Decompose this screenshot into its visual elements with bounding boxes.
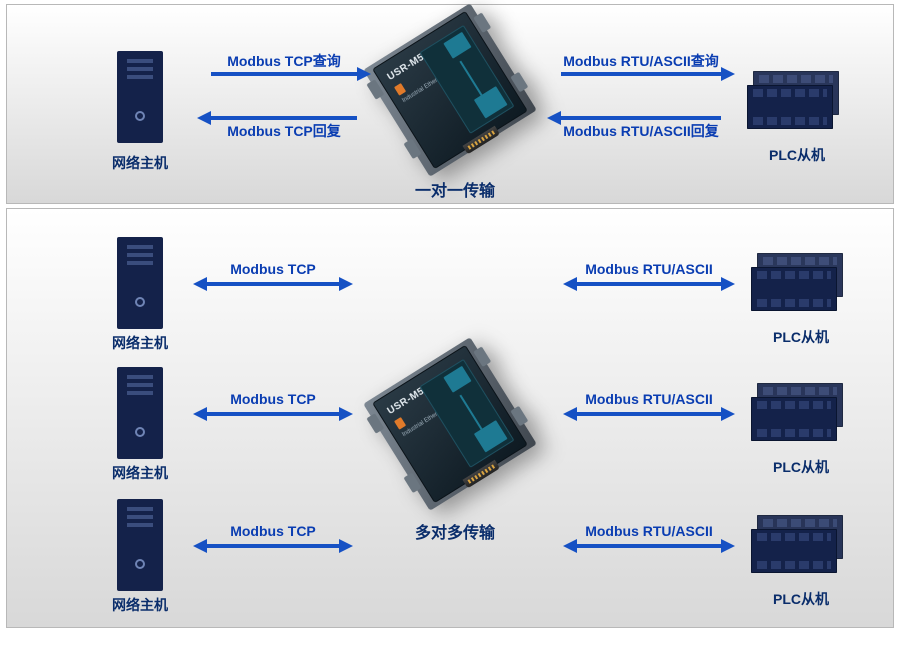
gateway-device-icon: USR-M511 Industrial Ethernet Serial Gate… [375,15,525,165]
network-host-icon [117,237,163,329]
arrow-rtu-reply-label: Modbus RTU/ASCII回复 [547,121,735,141]
arrow-rtu-label: Modbus RTU/ASCII [563,261,735,277]
gateway-device-icon: USR-M511 Industrial Ethernet Serial Gate… [375,349,525,499]
plc-slave-icon [751,383,843,441]
plc-slave-icon [751,253,843,311]
arrow-rtu-bidir [563,409,735,419]
arrow-tcp-bidir [193,541,353,551]
arrow-tcp-bidir [193,279,353,289]
panel1-caption: 一对一传输 [405,177,505,201]
arrow-tcp-label: Modbus TCP [193,391,353,407]
arrow-rtu-query-label: Modbus RTU/ASCII查询 [547,51,735,71]
arrow-tcp-bidir [193,409,353,419]
network-host-icon [117,367,163,459]
network-host-icon [117,499,163,591]
plc-slave-label: PLC从机 [759,327,843,347]
arrow-tcp-query-label: Modbus TCP查询 [197,51,371,71]
arrow-rtu-label: Modbus RTU/ASCII [563,523,735,539]
arrow-tcp-reply-label: Modbus TCP回复 [197,121,371,141]
plc-slave-label: PLC从机 [755,145,839,165]
network-host-label: 网络主机 [103,595,177,615]
plc-slave-label: PLC从机 [759,589,843,609]
network-host-icon [117,51,163,143]
arrow-rtu-bidir [563,541,735,551]
network-host-label: 网络主机 [103,463,177,483]
plc-slave-label: PLC从机 [759,457,843,477]
plc-slave-icon [747,71,839,129]
panel2-caption: 多对多传输 [405,519,505,543]
arrow-rtu-label: Modbus RTU/ASCII [563,391,735,407]
panel-one-to-one: 网络主机 USR-M511 Industrial Ethernet Serial… [6,4,894,204]
plc-slave-icon [751,515,843,573]
network-host-label: 网络主机 [103,333,177,353]
network-host-label: 网络主机 [103,153,177,173]
arrow-rtu-bidir [563,279,735,289]
panel-many-to-many: 网络主机 网络主机 网络主机 USR-M511 Industrial Ether… [6,208,894,628]
arrow-tcp-label: Modbus TCP [193,523,353,539]
arrow-tcp-label: Modbus TCP [193,261,353,277]
